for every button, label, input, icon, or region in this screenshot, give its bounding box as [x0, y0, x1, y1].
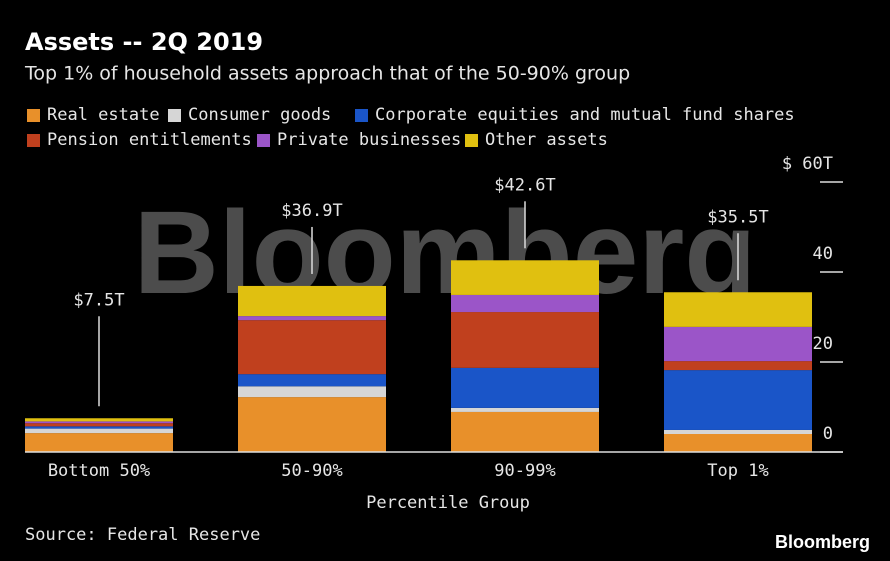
legend-swatch	[355, 109, 368, 122]
legend-label: Other assets	[485, 130, 608, 150]
bar-segment	[238, 285, 386, 317]
legend-swatch	[465, 134, 478, 147]
bar-segment	[238, 374, 386, 387]
total-label: $42.6T	[494, 175, 555, 195]
legend-swatch	[27, 109, 40, 122]
bar-segment	[238, 386, 386, 398]
bar-segment	[25, 421, 173, 424]
x-tick-label: 50-90%	[281, 461, 342, 481]
bar-segment	[25, 426, 173, 429]
x-axis-label: Percentile Group	[366, 493, 530, 513]
bar-segment	[25, 428, 173, 434]
y-tick-label: 40	[813, 244, 833, 264]
y-tick-label: $ 60T	[782, 154, 833, 174]
bar-segment	[451, 367, 599, 408]
bar-segment	[238, 397, 386, 452]
total-label: $35.5T	[707, 207, 768, 227]
watermark: Bloomberg	[134, 187, 757, 319]
bar-segment	[664, 429, 812, 434]
bar-segment	[238, 316, 386, 321]
bar-segment	[25, 418, 173, 422]
legend-label: Corporate equities and mutual fund share…	[375, 105, 795, 125]
legend-label: Real estate	[47, 105, 160, 125]
legend-label: Pension entitlements	[47, 130, 252, 150]
y-tick-label: 20	[813, 334, 833, 354]
bar-segment	[451, 260, 599, 295]
bar-segment	[664, 370, 812, 430]
legend-swatch	[257, 134, 270, 147]
bar-segment	[664, 292, 812, 327]
legend-swatch	[168, 109, 181, 122]
total-label: $36.9T	[281, 201, 342, 221]
y-tick-label: 0	[823, 424, 833, 444]
bar-segment	[451, 411, 599, 452]
bar-segment	[25, 423, 173, 427]
bar-segment	[664, 361, 812, 371]
chart-title: Assets -- 2Q 2019	[25, 28, 263, 56]
x-tick-label: Bottom 50%	[48, 461, 150, 481]
source: Source: Federal Reserve	[25, 525, 260, 545]
bar-segment	[25, 433, 173, 452]
bar-segment	[451, 312, 599, 368]
total-label: $7.5T	[73, 290, 124, 310]
logo: Bloomberg	[775, 532, 870, 552]
legend-swatch	[27, 134, 40, 147]
bar-segment	[451, 294, 599, 313]
bar-segment	[664, 434, 812, 452]
legend-label: Consumer goods	[188, 105, 331, 125]
legend-label: Private businesses	[277, 130, 461, 150]
bar-segment	[238, 320, 386, 375]
bar-segment	[664, 326, 812, 362]
x-tick-label: Top 1%	[707, 461, 768, 481]
x-tick-label: 90-99%	[494, 461, 555, 481]
bar-segment	[451, 407, 599, 412]
chart-subtitle: Top 1% of household assets approach that…	[24, 63, 630, 85]
